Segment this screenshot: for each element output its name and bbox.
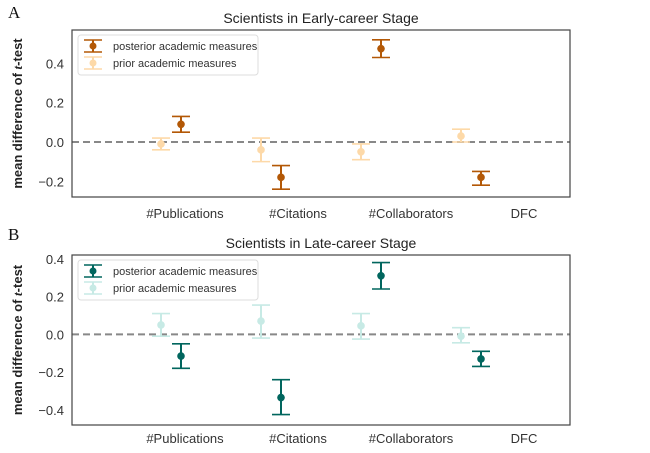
data-point xyxy=(277,173,285,182)
error-bar-point xyxy=(472,350,490,368)
x-tick-label: #Citations xyxy=(269,206,327,221)
series-posterior xyxy=(172,39,490,190)
legend-label: posterior academic measures xyxy=(113,41,258,53)
legend-box xyxy=(77,259,259,301)
legend-label: prior academic measures xyxy=(113,58,237,70)
x-tick-label: #Publications xyxy=(146,431,224,446)
error-bar-point xyxy=(152,137,170,151)
series-prior xyxy=(152,304,470,344)
legend: posterior academic measures prior academi… xyxy=(77,34,259,76)
legend-marker-icon xyxy=(89,42,97,50)
x-tick-label: DFC xyxy=(511,206,538,221)
data-point xyxy=(177,352,185,360)
y-label-suffix: -test xyxy=(10,264,25,292)
y-label-suffix: -test xyxy=(10,38,25,66)
panel-label: A xyxy=(8,3,21,22)
legend-label: prior academic measures xyxy=(113,283,237,295)
error-bar-point xyxy=(272,378,290,416)
series-posterior xyxy=(172,261,490,416)
error-bar-point xyxy=(272,164,290,190)
data-point xyxy=(477,355,485,363)
x-tick-label: #Collaborators xyxy=(369,206,454,221)
data-point xyxy=(277,393,285,402)
data-point xyxy=(177,120,185,129)
data-point xyxy=(377,271,385,280)
x-tick-label: #Collaborators xyxy=(369,431,454,446)
error-bar-point xyxy=(152,312,170,338)
y-tick-label: −0.4 xyxy=(38,403,64,418)
error-bar-point xyxy=(452,128,470,143)
y-label-italic: t xyxy=(10,292,25,296)
y-tick-label: 0.2 xyxy=(46,96,64,111)
data-point xyxy=(357,148,365,156)
y-tick-label: −0.2 xyxy=(38,174,64,189)
series-prior xyxy=(152,128,470,163)
data-point xyxy=(157,140,165,148)
y-tick-label: 0.4 xyxy=(46,56,64,71)
data-point xyxy=(257,146,265,154)
error-bar-point xyxy=(352,312,370,340)
panel-b: B Scientists in Late-career Stage mean dif… xyxy=(8,225,571,446)
y-axis-label: mean difference of t-test xyxy=(10,264,25,415)
y-tick-label: 0.2 xyxy=(46,290,64,305)
y-tick-label: 0.0 xyxy=(46,135,64,150)
legend-marker-icon xyxy=(89,267,97,275)
data-point xyxy=(157,321,165,329)
error-bar-point xyxy=(172,115,190,133)
data-point xyxy=(477,173,485,182)
error-bar-point xyxy=(452,326,470,344)
y-tick-label: 0.4 xyxy=(46,252,64,267)
y-tick-label: −0.2 xyxy=(38,365,64,380)
error-bar-point xyxy=(252,137,270,163)
legend: posterior academic measures prior academi… xyxy=(77,259,259,301)
data-point xyxy=(377,44,385,53)
data-point xyxy=(457,132,465,140)
x-tick-label: #Publications xyxy=(146,206,224,221)
error-bar-point xyxy=(172,342,190,370)
plot-frame xyxy=(71,254,571,426)
legend-label: posterior academic measures xyxy=(113,266,258,278)
error-bar-point xyxy=(252,304,270,339)
error-bar-point xyxy=(372,39,390,59)
chart-title: Scientists in Early-career Stage xyxy=(223,10,419,26)
data-point xyxy=(357,322,365,330)
error-bar-point xyxy=(352,143,370,161)
chart-title: Scientists in Late-career Stage xyxy=(226,235,417,251)
y-axis-label: mean difference of t-test xyxy=(10,38,25,189)
legend-box xyxy=(77,34,259,76)
legend-marker-icon xyxy=(89,59,97,67)
data-point xyxy=(457,332,465,341)
panel-a: A Scientists in Early-career Stage mean di… xyxy=(8,3,571,221)
error-bar-point xyxy=(372,261,390,290)
y-label-italic: t xyxy=(10,65,25,69)
legend-marker-icon xyxy=(89,284,97,292)
y-label-prefix: mean difference of xyxy=(10,296,25,415)
panel-label: B xyxy=(8,225,19,244)
error-bar-point xyxy=(472,170,490,187)
x-tick-label: #Citations xyxy=(269,431,327,446)
y-label-prefix: mean difference of xyxy=(10,69,25,188)
plot-frame xyxy=(71,29,571,198)
y-tick-label: 0.0 xyxy=(46,327,64,342)
x-tick-label: DFC xyxy=(511,431,538,446)
data-point xyxy=(257,317,265,325)
